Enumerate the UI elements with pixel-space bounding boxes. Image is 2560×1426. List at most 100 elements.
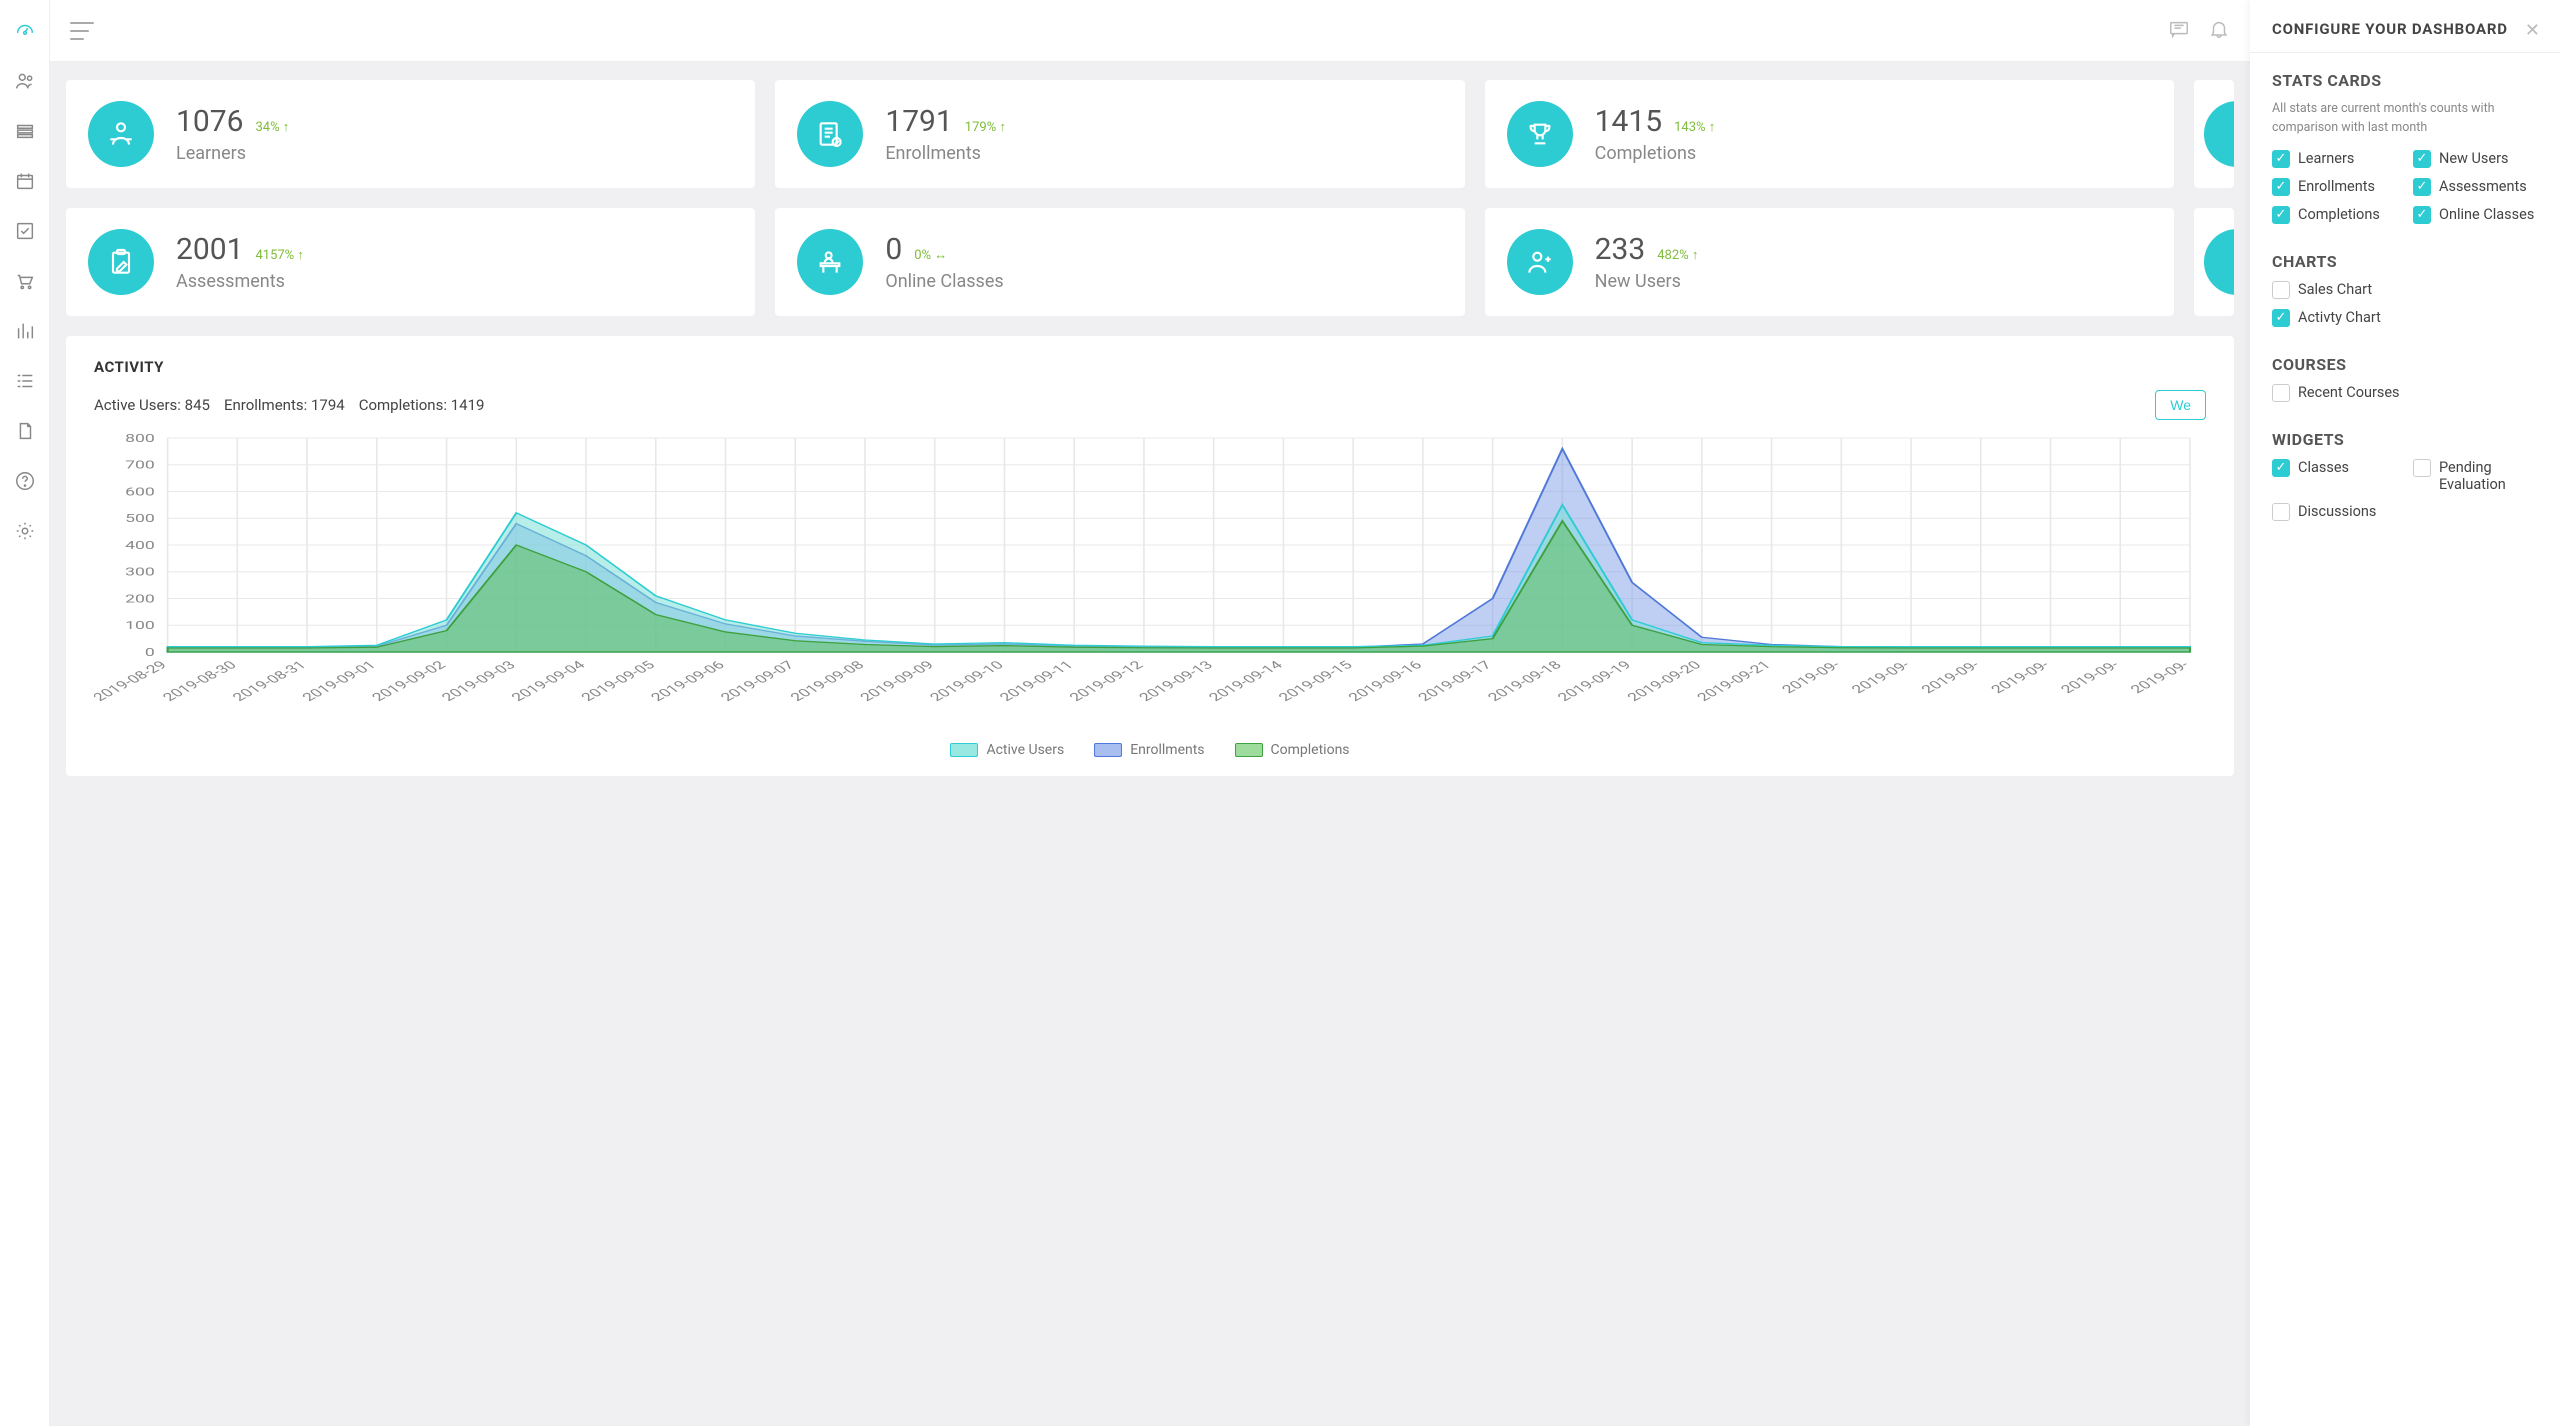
stats-cards-desc: All stats are current month's counts wit… [2272,100,2538,138]
messages-icon[interactable] [2168,18,2190,44]
svg-text:2019-09-01: 2019-09-01 [298,658,380,704]
sidebar-item-courses[interactable] [14,120,36,142]
svg-text:2019-09-19: 2019-09-19 [1553,658,1635,704]
checkbox-new-users[interactable]: New Users [2413,150,2538,168]
stat-card-completions[interactable]: 1415143% ↑Completions [1485,80,2174,188]
svg-text:400: 400 [125,539,155,552]
sidebar-item-help[interactable] [14,470,36,492]
svg-text:2019-09-06: 2019-09-06 [647,658,729,704]
stat-delta: 0% ↔ [914,247,947,263]
chart-legend: Active Users Enrollments Completions [94,742,2206,758]
widgets-heading: WIDGETS [2272,430,2538,449]
checkbox-icon [2272,281,2290,299]
checkbox-label: Learners [2298,150,2354,167]
sidebar-item-tasks[interactable] [14,220,36,242]
svg-text:200: 200 [125,592,155,605]
svg-text:2019-09-16: 2019-09-16 [1344,658,1426,704]
svg-text:2019-09-08: 2019-09-08 [786,658,868,704]
stats-cards-checklist: Learners New Users Enrollments Assessments C… [2272,150,2538,224]
svg-text:2019-09-03: 2019-09-03 [438,658,520,704]
sidebar [0,0,50,1426]
svg-text:800: 800 [125,432,155,445]
svg-text:2019-09-21: 2019-09-21 [1693,658,1775,704]
svg-text:600: 600 [125,485,155,498]
checkbox-sales-chart[interactable]: Sales Chart [2272,281,2538,299]
stat-card-new-users[interactable]: 233482% ↑New Users [1485,208,2174,316]
menu-toggle-icon[interactable] [70,22,94,40]
sidebar-item-cart[interactable] [14,270,36,292]
sidebar-item-reports[interactable] [14,320,36,342]
sidebar-item-calendar[interactable] [14,170,36,192]
sidebar-item-docs[interactable] [14,420,36,442]
courses-heading: COURSES [2272,355,2538,374]
stat-label: Learners [176,143,289,164]
legend-item: Enrollments [1094,742,1204,758]
svg-text:2019-09-: 2019-09- [2057,658,2124,696]
stat-delta: 179% ↑ [965,119,1006,135]
sidebar-item-dashboard[interactable] [14,20,36,42]
charts-checklist: Sales Chart Activty Chart [2272,281,2538,327]
checkbox-online-classes[interactable]: Online Classes [2413,206,2538,224]
stat-delta: 143% ↑ [1674,119,1715,135]
checkbox-completions[interactable]: Completions [2272,206,2397,224]
svg-text:2019-09-09: 2019-09-09 [856,658,938,704]
checkbox-label: Classes [2298,459,2349,476]
checkbox-pending-evaluation[interactable]: Pending Evaluation [2413,459,2538,493]
checkbox-learners[interactable]: Learners [2272,150,2397,168]
config-panel: CONFIGURE YOUR DASHBOARD ✕ STATS CARDS A… [2250,0,2560,1426]
svg-text:2019-09-: 2019-09- [2126,658,2193,696]
svg-text:2019-09-02: 2019-09-02 [368,658,450,704]
checkbox-label: Pending Evaluation [2439,459,2538,493]
checkbox-enrollments[interactable]: Enrollments [2272,178,2397,196]
week-filter-button[interactable]: We [2155,390,2206,420]
stat-card-learners[interactable]: 107634% ↑Learners [66,80,755,188]
checkbox-label: Online Classes [2439,206,2534,223]
content: 107634% ↑Learners1791179% ↑Enrollments14… [50,62,2250,1426]
close-icon[interactable]: ✕ [2525,20,2540,41]
main: 107634% ↑Learners1791179% ↑Enrollments14… [50,0,2250,1426]
notifications-icon[interactable] [2208,18,2230,44]
checkbox-discussions[interactable]: Discussions [2272,503,2397,521]
svg-text:2019-09-07: 2019-09-07 [716,658,798,704]
checkbox-activty-chart[interactable]: Activty Chart [2272,309,2538,327]
stat-card-enrollments[interactable]: 1791179% ↑Enrollments [775,80,1464,188]
widgets-checklist: Classes Pending Evaluation Discussions [2272,459,2538,521]
stat-card-assessments[interactable]: 20014157% ↑Assessments [66,208,755,316]
stats-cards-heading: STATS CARDS [2272,71,2538,90]
checkbox-icon [2413,178,2431,196]
checkbox-icon [2272,384,2290,402]
activity-title: ACTIVITY [94,358,2206,376]
sidebar-item-settings[interactable] [14,520,36,542]
sidebar-item-list[interactable] [14,370,36,392]
legend-item: Active Users [950,742,1064,758]
stat-card-partial [2194,208,2234,316]
checkbox-classes[interactable]: Classes [2272,459,2397,493]
checkbox-assessments[interactable]: Assessments [2413,178,2538,196]
sidebar-item-users[interactable] [14,70,36,92]
svg-text:2019-09-: 2019-09- [1847,658,1914,696]
checkbox-icon [2413,206,2431,224]
config-title: CONFIGURE YOUR DASHBOARD [2272,20,2538,38]
checkbox-icon [2272,309,2290,327]
legend-item: Completions [1235,742,1350,758]
stat-card-online-classes[interactable]: 00% ↔Online Classes [775,208,1464,316]
stat-label: New Users [1595,271,1699,292]
svg-text:2019-09-20: 2019-09-20 [1623,658,1705,704]
partial-icon [2204,229,2234,295]
checkbox-recent-courses[interactable]: Recent Courses [2272,384,2538,402]
svg-text:2019-09-14: 2019-09-14 [1205,658,1287,704]
svg-text:2019-09-: 2019-09- [1987,658,2054,696]
stat-label: Enrollments [885,143,1006,164]
checkbox-label: Recent Courses [2298,384,2400,401]
checkbox-label: Completions [2298,206,2380,223]
svg-text:2019-09-: 2019-09- [1778,658,1845,696]
svg-text:2019-08-30: 2019-08-30 [159,658,241,704]
desk-icon [797,229,863,295]
stat-value: 2001 [176,232,243,267]
svg-text:2019-09-12: 2019-09-12 [1065,658,1147,704]
svg-text:500: 500 [125,512,155,525]
svg-text:2019-09-13: 2019-09-13 [1135,658,1217,704]
svg-text:2019-09-11: 2019-09-11 [995,658,1077,704]
learner-icon [88,101,154,167]
svg-text:2019-09-10: 2019-09-10 [926,658,1008,704]
